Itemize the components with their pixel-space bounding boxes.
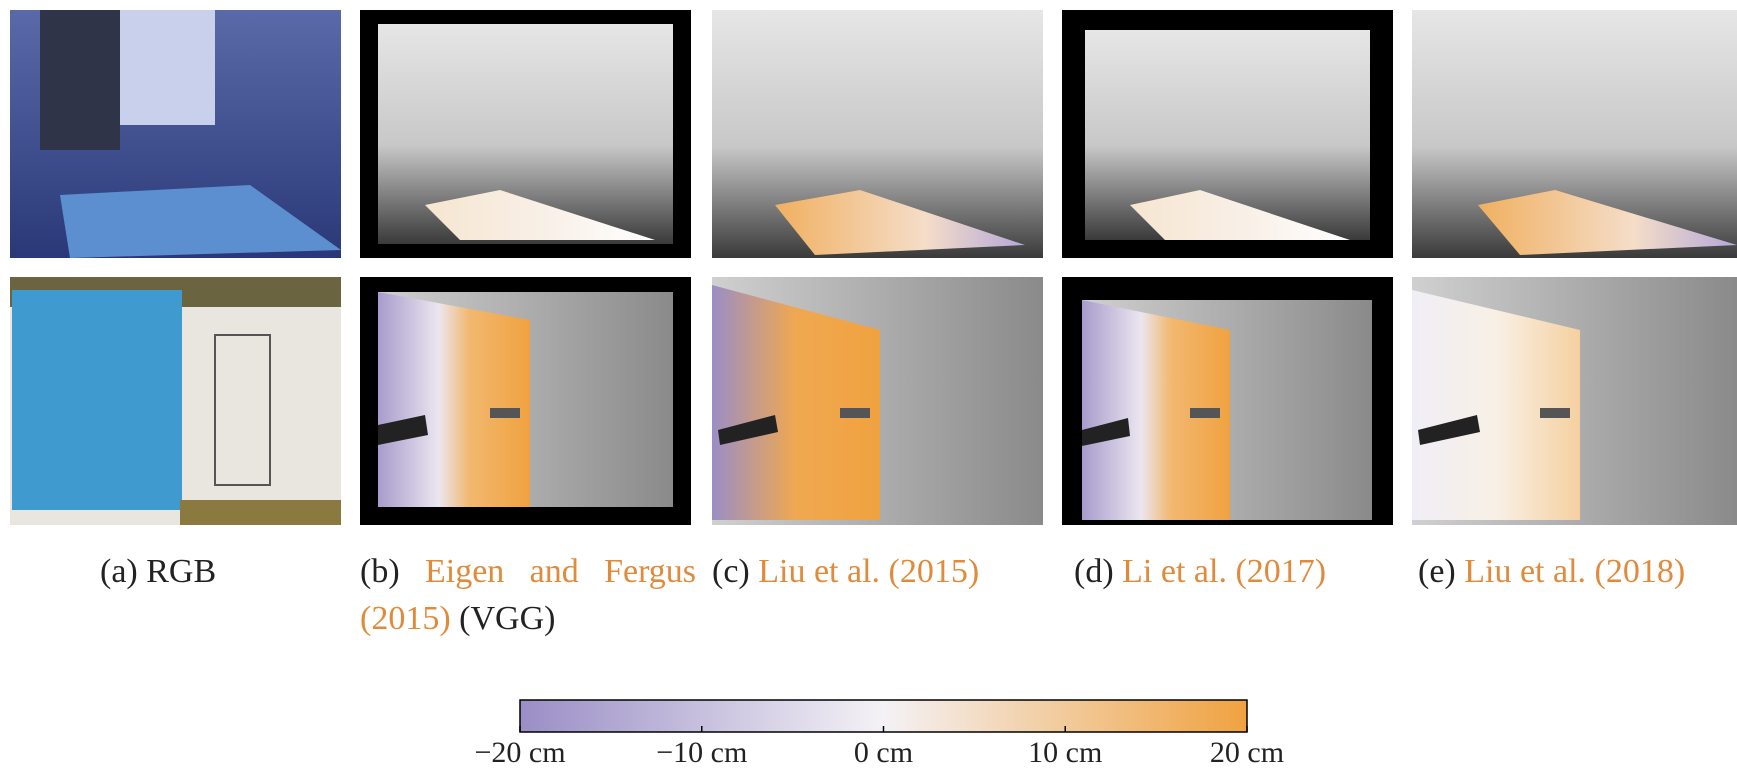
tick-label: −10 cm <box>656 736 747 769</box>
tick-label: 0 cm <box>854 736 913 769</box>
tick-label: 20 cm <box>1210 736 1284 769</box>
tick-label: 10 cm <box>1028 736 1102 769</box>
tick-label: −20 cm <box>474 736 565 769</box>
image-li2017-2 <box>1062 277 1393 525</box>
caption: (e) Liu et al. (2018) <box>1418 548 1685 595</box>
image-liu2018-1 <box>1412 10 1737 258</box>
caption-tag: (b) <box>360 553 400 590</box>
image-rgb-1 <box>10 10 341 258</box>
caption-citation: Li et al. (2017) <box>1122 553 1326 590</box>
caption-tag: (a) <box>100 553 138 590</box>
caption-text: RGB <box>146 553 216 590</box>
caption-citation: Liu et al. (2015) <box>758 553 979 590</box>
page: −20 cm −10 cm 0 cm 10 cm 20 cm (a) RGB (b) E… <box>0 0 1737 772</box>
caption: (b) Eigen and Fergus (2015) (VGG) <box>360 548 696 642</box>
caption-note: (VGG) <box>459 600 555 637</box>
image-eigen-1 <box>360 10 691 258</box>
image-li2017-1 <box>1062 10 1393 258</box>
image-liu2015-2 <box>712 277 1043 525</box>
image-rgb-2 <box>10 277 341 525</box>
caption: (c) Liu et al. (2015) <box>712 548 979 595</box>
caption-citation: Liu et al. (2018) <box>1464 553 1685 590</box>
image-liu2018-2 <box>1412 277 1737 525</box>
caption: (d) Li et al. (2017) <box>1074 548 1326 595</box>
image-liu2015-1 <box>712 10 1043 258</box>
image-eigen-2 <box>360 277 691 525</box>
figure: −20 cm −10 cm 0 cm 10 cm 20 cm <box>0 0 1737 772</box>
caption-tag: (d) <box>1074 553 1114 590</box>
caption-tag: (c) <box>712 553 750 590</box>
caption: (a) RGB <box>100 548 216 595</box>
caption-tag: (e) <box>1418 553 1456 590</box>
colorbar: −20 cm −10 cm 0 cm 10 cm 20 cm <box>474 700 1284 769</box>
